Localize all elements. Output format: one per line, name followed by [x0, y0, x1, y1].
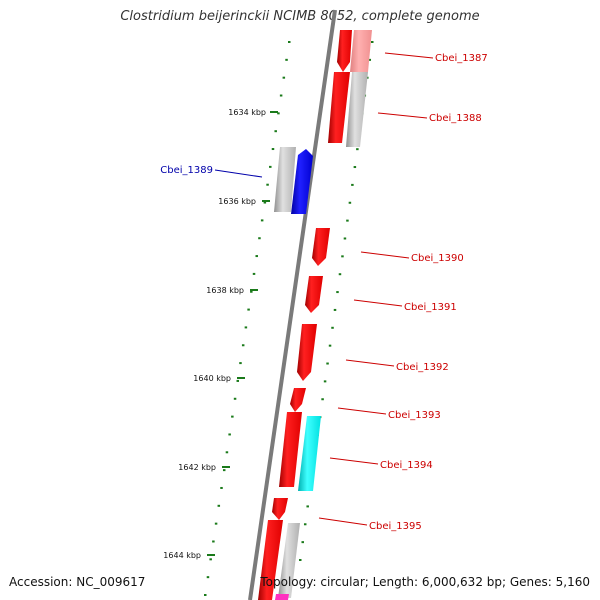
gene-feature-1397	[275, 594, 289, 600]
gene-label: Cbei_1389	[160, 165, 213, 176]
gene-label: Cbei_1392	[396, 362, 449, 373]
gene-label: Cbei_1388	[429, 113, 482, 124]
gene-feature-1392	[297, 324, 317, 381]
gene-labels: Cbei_1387 Cbei_1388 Cbei_1389 Cbei_1390 …	[160, 52, 488, 532]
kbp-label: 1636 kbp	[218, 197, 256, 206]
kbp-scale: 1634 kbp 1636 kbp 1638 kbp 1640 kbp 1642…	[163, 108, 278, 560]
genome-backbone	[248, 9, 337, 600]
kbp-label: 1640 kbp	[193, 374, 231, 383]
gene-feature-1390	[312, 228, 330, 266]
gene-label: Cbei_1390	[411, 253, 464, 264]
accession-text: Accession: NC_009617	[9, 575, 146, 589]
gene-feature-1393	[290, 388, 306, 412]
kbp-label: 1634 kbp	[228, 108, 266, 117]
gene-feature-1394-cyan	[298, 416, 321, 491]
kbp-label: 1638 kbp	[206, 286, 244, 295]
gene-feature-1389-shadow	[274, 147, 296, 212]
gene-features	[258, 30, 372, 600]
left-tick-track	[204, 41, 291, 596]
genome-summary: Topology: circular; Length: 6,000,632 bp…	[260, 575, 590, 589]
gene-label: Cbei_1391	[404, 302, 457, 313]
gene-feature-1396	[258, 520, 283, 600]
map-title: Clostridium beijerinckii NCIMB 8052, com…	[120, 9, 480, 24]
gene-feature-1396-shadow	[278, 523, 300, 598]
gene-feature-1388-shadow	[346, 72, 368, 147]
gene-feature-1394	[279, 412, 302, 487]
gene-feature-1388	[328, 72, 350, 143]
kbp-label: 1642 kbp	[178, 463, 216, 472]
gene-feature-1395	[272, 498, 288, 520]
gene-feature-1387	[337, 30, 352, 72]
gene-feature-1391	[305, 276, 323, 313]
gene-label: Cbei_1395	[369, 521, 422, 532]
gene-feature-1389	[291, 149, 313, 214]
gene-label: Cbei_1394	[380, 460, 433, 471]
gene-feature-1387-shadow	[350, 30, 372, 72]
gene-label: Cbei_1393	[388, 410, 441, 421]
kbp-label: 1644 kbp	[163, 551, 201, 560]
gene-label: Cbei_1387	[435, 53, 488, 64]
